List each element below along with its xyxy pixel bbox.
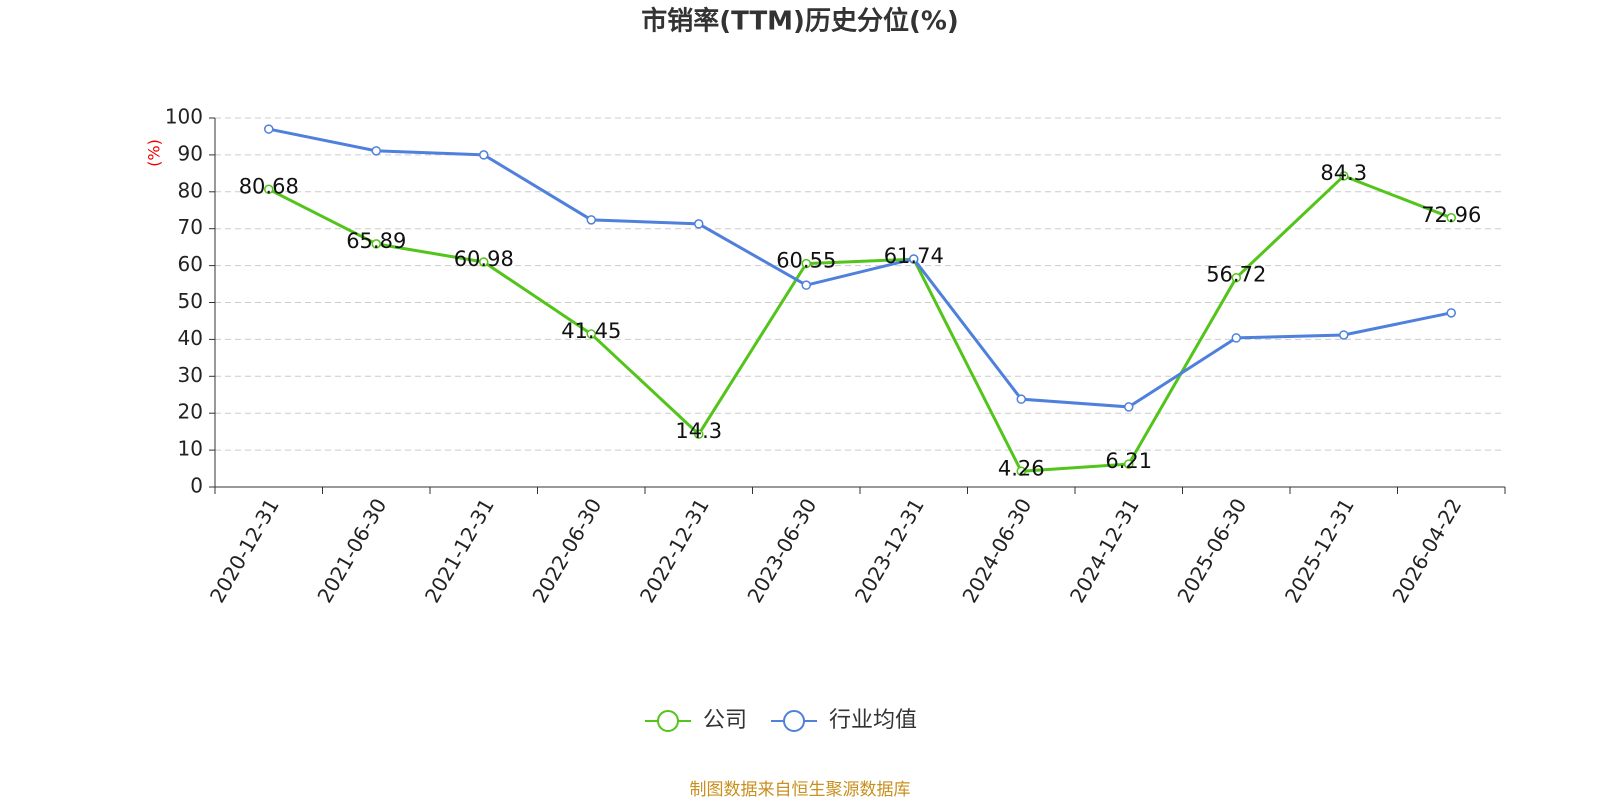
x-tick-label: 2022-12-31 (635, 494, 714, 607)
x-tick-label: 2023-06-30 (742, 494, 821, 607)
data-label: 84.3 (1320, 161, 1367, 185)
data-point (264, 124, 274, 134)
data-point (1231, 333, 1241, 343)
data-point (1339, 330, 1349, 340)
data-point (371, 146, 381, 156)
data-point (264, 184, 274, 195)
data-point (371, 239, 381, 249)
y-axis-label: (%) (145, 139, 164, 167)
data-point (1124, 402, 1134, 412)
data-point (479, 150, 489, 160)
y-tick-label: 10 (178, 437, 203, 461)
chart-title: 市销率(TTM)历史分位(%) (641, 6, 959, 37)
data-label: 60.55 (776, 249, 836, 273)
y-tick-label: 90 (178, 141, 203, 165)
y-tick-label: 20 (178, 400, 203, 424)
data-point (1446, 213, 1456, 223)
data-point (801, 280, 811, 290)
x-tick-label: 2020-12-31 (205, 494, 284, 607)
data-label: 41.45 (561, 319, 621, 343)
y-tick-label: 40 (178, 326, 203, 350)
x-tick-label: 2026-04-22 (1387, 494, 1466, 607)
series-line (268, 174, 1452, 473)
data-label: 61.74 (884, 244, 944, 268)
data-label: 6.21 (1105, 449, 1152, 473)
y-tick-label: 30 (178, 363, 203, 387)
data-point (1339, 171, 1349, 181)
data-label: 80.68 (239, 174, 299, 198)
x-tick-label: 2022-06-30 (527, 494, 606, 607)
y-tick-label: 70 (178, 215, 203, 239)
x-tick-label: 2021-06-30 (312, 494, 391, 607)
data-label: 56.72 (1206, 263, 1266, 287)
y-tick-label: 100 (165, 105, 203, 129)
source-note: 制图数据来自恒生聚源数据库 (690, 780, 911, 800)
legend-label[interactable]: 行业均值 (829, 708, 917, 733)
x-tick-label: 2024-12-31 (1065, 494, 1144, 607)
y-tick-label: 80 (178, 178, 203, 202)
data-label: 14.3 (675, 419, 722, 443)
data-point (586, 215, 596, 225)
data-point (1016, 394, 1026, 404)
x-tick-label: 2025-12-31 (1280, 494, 1359, 607)
y-tick-label: 0 (190, 474, 203, 498)
data-point (1231, 272, 1241, 283)
data-point (586, 329, 596, 339)
data-point (1446, 308, 1456, 318)
data-label: 60.98 (454, 247, 514, 271)
legend-marker[interactable] (783, 710, 806, 732)
legend-label[interactable]: 公司 (703, 708, 747, 733)
data-point (1016, 466, 1026, 477)
y-tick-label: 50 (178, 289, 203, 313)
x-tick-label: 2025-06-30 (1172, 494, 1251, 607)
x-tick-label: 2024-06-30 (957, 494, 1036, 607)
series-line (268, 127, 1452, 409)
legend-marker[interactable] (657, 710, 679, 732)
data-point (694, 429, 704, 439)
x-tick-label: 2021-12-31 (420, 494, 499, 607)
data-point (479, 257, 489, 267)
data-point (694, 219, 704, 229)
data-label: 4.26 (998, 456, 1045, 480)
data-label: 72.96 (1421, 203, 1481, 227)
data-point (801, 258, 811, 269)
x-tick-label: 2023-12-31 (850, 494, 929, 607)
data-point (909, 254, 919, 264)
data-point (1124, 459, 1134, 469)
y-tick-label: 60 (178, 252, 203, 276)
data-label: 65.89 (346, 229, 406, 253)
